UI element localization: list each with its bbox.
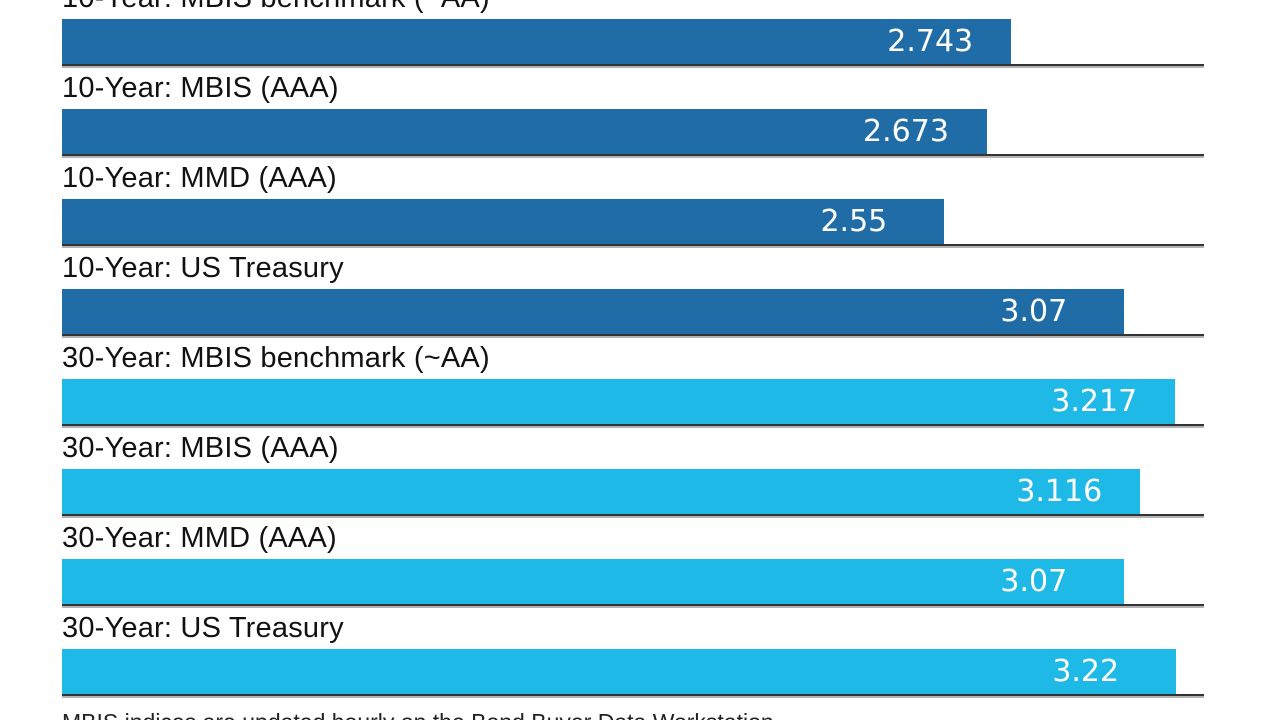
chart-caption: MBIS indices are updated hourly on the B… bbox=[62, 709, 1204, 720]
category-label: 10-Year: US Treasury bbox=[62, 252, 344, 284]
bar-value-label: 3.22 bbox=[1052, 653, 1120, 689]
category-label: 10-Year: MBIS (AAA) bbox=[62, 72, 339, 104]
chart-row-6: 30-Year: MMD (AAA) 3.07 bbox=[62, 518, 1204, 608]
bar-value-label: 3.116 bbox=[1016, 473, 1103, 509]
bar-value-label: 3.07 bbox=[1000, 293, 1068, 329]
category-label: 30-Year: MBIS (AAA) bbox=[62, 432, 339, 464]
row-separator bbox=[62, 244, 1204, 248]
chart-row-5: 30-Year: MBIS (AAA) 3.116 bbox=[62, 428, 1204, 518]
chart-row-3: 10-Year: US Treasury 3.07 bbox=[62, 248, 1204, 338]
bar-track: 2.55 bbox=[62, 199, 1204, 244]
row-separator bbox=[62, 154, 1204, 158]
bar: 2.673 bbox=[62, 109, 988, 154]
chart-row-1: 10-Year: MBIS (AAA) 2.673 bbox=[62, 68, 1204, 158]
chart-row-7: 30-Year: US Treasury 3.22 bbox=[62, 608, 1204, 698]
bar-track: 3.22 bbox=[62, 649, 1204, 694]
bar: 3.116 bbox=[62, 469, 1141, 514]
bar: 3.07 bbox=[62, 559, 1125, 604]
bar-track: 3.217 bbox=[62, 379, 1204, 424]
category-label: 10-Year: MBIS benchmark (~AA) bbox=[62, 0, 1204, 19]
bar-track: 3.07 bbox=[62, 559, 1204, 604]
bar-track: 3.07 bbox=[62, 289, 1204, 334]
bar-value-label: 2.743 bbox=[887, 23, 974, 59]
bar-value-label: 3.217 bbox=[1051, 383, 1138, 419]
bar-chart-rows: 10-Year: MBIS benchmark (~AA) 2.743 10-Y… bbox=[62, 0, 1204, 698]
chart-row-0: 10-Year: MBIS benchmark (~AA) 2.743 bbox=[62, 0, 1204, 68]
bar-track: 3.116 bbox=[62, 469, 1204, 514]
category-label: 10-Year: MMD (AAA) bbox=[62, 162, 337, 194]
chart-row-4: 30-Year: MBIS benchmark (~AA) 3.217 bbox=[62, 338, 1204, 428]
bar-chart: 10-Year: MBIS benchmark (~AA) 2.743 10-Y… bbox=[62, 0, 1204, 720]
row-separator bbox=[62, 424, 1204, 428]
bar: 3.217 bbox=[62, 379, 1176, 424]
bar: 3.22 bbox=[62, 649, 1177, 694]
category-label: 30-Year: MBIS benchmark (~AA) bbox=[62, 342, 490, 374]
bar-value-label: 3.07 bbox=[1000, 563, 1068, 599]
row-separator bbox=[62, 64, 1204, 68]
row-separator bbox=[62, 694, 1204, 698]
row-separator bbox=[62, 514, 1204, 518]
bar: 3.07 bbox=[62, 289, 1125, 334]
chart-row-2: 10-Year: MMD (AAA) 2.55 bbox=[62, 158, 1204, 248]
bar-value-label: 2.673 bbox=[863, 113, 949, 149]
bar-value-label: 2.55 bbox=[820, 203, 888, 239]
bar-track: 2.743 bbox=[62, 19, 1204, 64]
bar: 2.55 bbox=[62, 199, 945, 244]
row-separator bbox=[62, 334, 1204, 338]
row-separator bbox=[62, 604, 1204, 608]
category-label: 30-Year: MMD (AAA) bbox=[62, 522, 337, 554]
bar-track: 2.673 bbox=[62, 109, 1204, 154]
bar: 2.743 bbox=[62, 19, 1012, 64]
category-label: 30-Year: US Treasury bbox=[62, 612, 344, 644]
